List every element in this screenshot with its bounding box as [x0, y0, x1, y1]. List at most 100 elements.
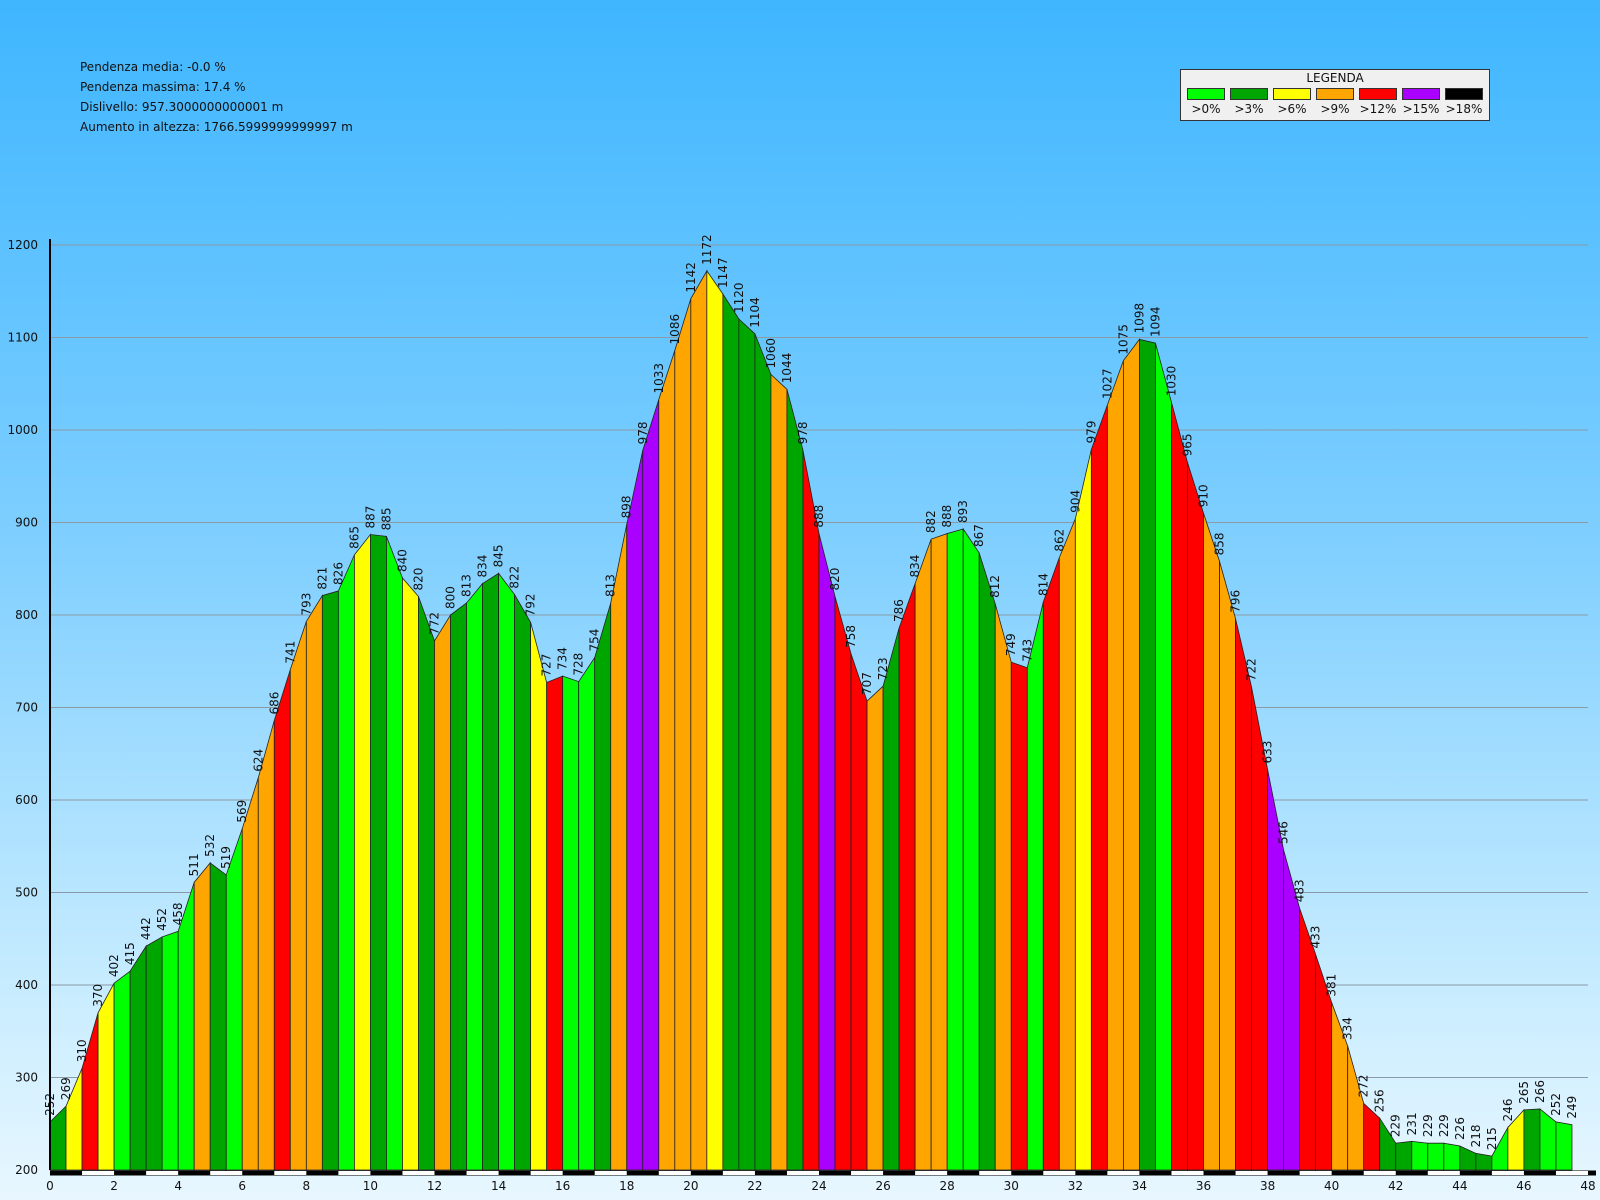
- x-axis-band: [851, 1171, 884, 1175]
- elevation-label: 796: [1229, 590, 1243, 613]
- profile-segment: [370, 534, 387, 1171]
- x-tick-label: 46: [1516, 1179, 1531, 1193]
- profile-segment: [1523, 1108, 1541, 1171]
- profile-segment: [1395, 1140, 1413, 1171]
- elevation-label: 546: [1277, 821, 1291, 844]
- elevation-label: 569: [235, 800, 249, 823]
- profile-segment: [1010, 661, 1028, 1171]
- profile-segment: [1139, 338, 1156, 1171]
- profile-segment: [514, 593, 532, 1171]
- elevation-label: 231: [1405, 1112, 1419, 1135]
- elevation-label: 800: [444, 586, 458, 609]
- x-tick-label: 12: [427, 1179, 442, 1193]
- elevation-label: 862: [1052, 529, 1066, 552]
- profile-segment: [1219, 561, 1236, 1171]
- profile-segment: [1187, 462, 1204, 1171]
- elevation-label: 898: [620, 495, 634, 518]
- elevation-label: 265: [1517, 1081, 1531, 1104]
- x-tick-label: 10: [363, 1179, 378, 1193]
- profile-segment: [1443, 1142, 1461, 1171]
- profile-segment: [1122, 338, 1140, 1171]
- profile-segment: [145, 936, 163, 1171]
- elevation-label: 865: [347, 526, 361, 549]
- profile-segment: [610, 524, 628, 1171]
- elevation-label: 743: [1020, 639, 1034, 662]
- x-axis-band: [338, 1171, 371, 1175]
- elevation-label: 904: [1068, 490, 1082, 513]
- profile-segment: [305, 594, 323, 1171]
- x-axis-band: [1363, 1171, 1396, 1175]
- profile-segment: [353, 533, 371, 1171]
- legend-swatch: [1273, 88, 1311, 100]
- profile-segment: [386, 536, 403, 1171]
- x-tick-label: 48: [1580, 1179, 1595, 1193]
- x-axis-band: [1299, 1171, 1332, 1175]
- elevation-label: 840: [395, 549, 409, 572]
- profile-segment: [1074, 449, 1092, 1171]
- elevation-label: 885: [379, 507, 393, 530]
- elevation-label: 229: [1437, 1114, 1451, 1137]
- x-tick-label: 8: [303, 1179, 311, 1193]
- profile-segment: [1171, 402, 1188, 1171]
- profile-segment: [321, 590, 339, 1171]
- x-tick-label: 40: [1324, 1179, 1339, 1193]
- legend-label: >3%: [1234, 102, 1264, 116]
- elevation-label: 728: [572, 653, 586, 676]
- y-tick-label: 200: [15, 1163, 38, 1177]
- profile-segment: [994, 603, 1012, 1171]
- x-tick-label: 34: [1132, 1179, 1147, 1193]
- elevation-label: 310: [75, 1039, 89, 1062]
- x-tick-label: 16: [555, 1179, 570, 1193]
- legend-label: >18%: [1445, 102, 1483, 116]
- profile-segment: [1106, 360, 1124, 1171]
- elevation-label: 252: [1549, 1093, 1563, 1116]
- profile-segment: [113, 970, 131, 1171]
- profile-segment: [1411, 1140, 1429, 1171]
- x-tick-label: 28: [940, 1179, 955, 1193]
- legend-title: LEGENDA: [1306, 71, 1364, 85]
- x-tick-label: 44: [1452, 1179, 1467, 1193]
- elevation-label: 1044: [780, 353, 794, 384]
- elevation-label: 334: [1341, 1017, 1355, 1040]
- elevation-label: 734: [556, 647, 570, 670]
- elevation-label: 812: [988, 575, 1002, 598]
- profile-segment: [161, 930, 179, 1171]
- profile-segment: [289, 621, 307, 1171]
- elevation-label: 910: [1197, 484, 1211, 507]
- elevation-label: 813: [604, 574, 618, 597]
- profile-segment: [706, 269, 724, 1171]
- elevation-label: 741: [283, 641, 297, 664]
- x-tick-label: 22: [747, 1179, 762, 1193]
- profile-segment: [578, 656, 596, 1171]
- legend-item: >6%: [1273, 88, 1311, 116]
- x-tick-label: 14: [491, 1179, 506, 1193]
- legend: LEGENDA >0% >3% >6% >9% >12% >15% >18%: [1180, 69, 1490, 121]
- elevation-label: 246: [1501, 1099, 1515, 1122]
- profile-segment: [1203, 513, 1220, 1171]
- elevation-label: 893: [956, 500, 970, 523]
- elevation-label: 272: [1357, 1074, 1371, 1097]
- profile-segment: [466, 582, 483, 1171]
- x-axis-band: [146, 1171, 179, 1175]
- x-axis-band: [1427, 1171, 1460, 1175]
- x-axis-band: [1491, 1171, 1524, 1175]
- elevation-label: 888: [812, 505, 826, 528]
- profile-segment: [834, 596, 852, 1171]
- profile-segment: [241, 777, 259, 1171]
- elevation-label: 483: [1293, 879, 1307, 902]
- elevation-label: 707: [860, 672, 874, 695]
- profile-segment: [1026, 601, 1044, 1171]
- x-tick-label: 38: [1260, 1179, 1275, 1193]
- legend-label: >9%: [1320, 102, 1350, 116]
- elevation-label: 624: [251, 749, 265, 772]
- y-tick-label: 300: [15, 1071, 38, 1085]
- legend-items: >0% >3% >6% >9% >12% >15% >18%: [1187, 88, 1483, 116]
- elevation-diff-text: Dislivello: 957.3000000000001 m: [80, 100, 284, 114]
- profile-segment: [434, 613, 451, 1171]
- profile-segment: [594, 602, 612, 1171]
- legend-label: >6%: [1277, 102, 1307, 116]
- elevation-label: 1075: [1116, 324, 1130, 355]
- elevation-label: 215: [1485, 1127, 1499, 1150]
- profile-segment: [1475, 1152, 1493, 1171]
- profile-segment: [97, 982, 115, 1171]
